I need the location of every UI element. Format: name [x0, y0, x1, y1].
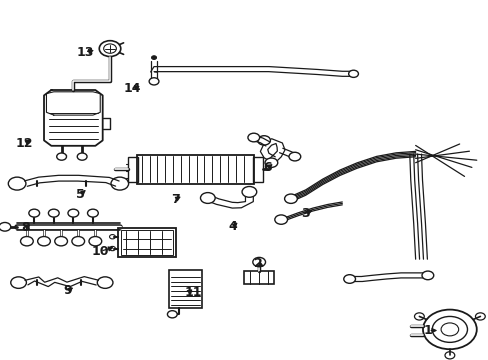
Text: 3: 3 [301, 207, 309, 220]
Circle shape [149, 78, 159, 85]
Circle shape [77, 153, 87, 160]
Circle shape [288, 152, 300, 161]
Text: 11: 11 [184, 286, 202, 299]
Text: 4: 4 [228, 220, 237, 233]
Bar [118, 228, 176, 257]
Circle shape [264, 158, 277, 167]
Circle shape [57, 153, 66, 160]
Text: 6: 6 [263, 161, 271, 174]
Circle shape [151, 56, 156, 59]
Circle shape [242, 186, 256, 197]
Circle shape [48, 209, 59, 217]
Circle shape [0, 222, 11, 231]
Circle shape [29, 209, 40, 217]
Circle shape [87, 209, 98, 217]
Bar [137, 155, 254, 184]
Circle shape [257, 136, 270, 145]
Circle shape [421, 271, 433, 280]
Circle shape [343, 275, 355, 283]
Circle shape [8, 177, 26, 190]
Circle shape [89, 237, 102, 246]
Circle shape [55, 237, 67, 246]
Text: 14: 14 [123, 82, 141, 95]
Circle shape [348, 70, 358, 77]
Circle shape [68, 209, 79, 217]
Bar [128, 157, 138, 182]
Text: 7: 7 [170, 193, 179, 206]
Circle shape [252, 257, 265, 267]
Bar [121, 230, 173, 255]
Text: 12: 12 [16, 137, 33, 150]
Circle shape [274, 215, 287, 224]
Circle shape [284, 194, 297, 203]
Circle shape [97, 277, 113, 288]
Text: 10: 10 [91, 245, 109, 258]
Circle shape [20, 237, 33, 246]
Bar [244, 271, 273, 284]
Circle shape [72, 237, 84, 246]
Circle shape [38, 237, 50, 246]
Bar [168, 270, 202, 308]
Text: 9: 9 [63, 284, 72, 297]
Text: 2: 2 [253, 257, 262, 270]
Circle shape [11, 277, 26, 288]
Text: 8: 8 [21, 221, 30, 234]
Bar [253, 157, 263, 182]
Circle shape [167, 311, 177, 318]
Text: 1: 1 [423, 324, 432, 337]
Text: 13: 13 [77, 46, 94, 59]
Circle shape [247, 133, 259, 142]
Text: 5: 5 [76, 188, 85, 201]
Circle shape [200, 193, 215, 203]
Circle shape [111, 177, 128, 190]
